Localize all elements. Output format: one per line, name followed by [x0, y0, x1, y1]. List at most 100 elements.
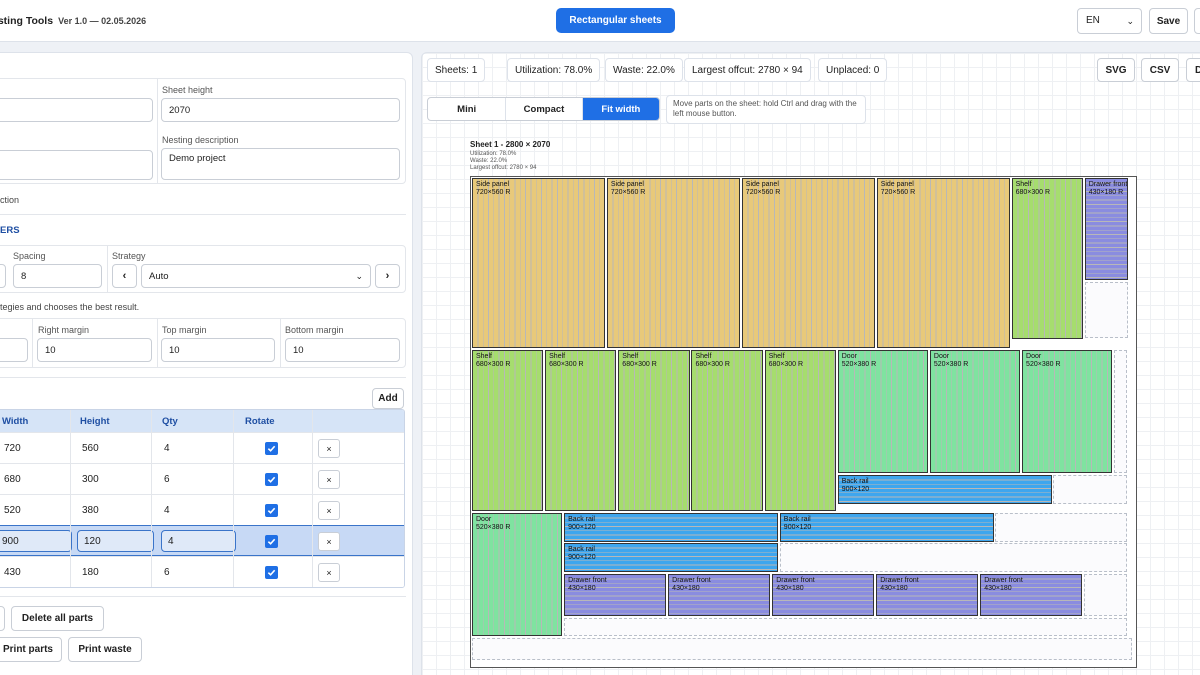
sheet-height-field[interactable]: 2070	[161, 98, 400, 122]
nested-part-drawer-front[interactable]: Drawer front 430×180	[772, 573, 875, 617]
nested-part-drawer-front[interactable]: Drawer front 430×180 R	[1084, 178, 1128, 280]
nested-part-drawer-front[interactable]: Drawer front 430×180	[564, 573, 667, 617]
nested-part-side-panel[interactable]: Side panel 720×560 R	[741, 178, 875, 349]
cell-qty[interactable]: 4	[164, 505, 170, 516]
export-csv-button[interactable]: CSV	[1141, 58, 1179, 82]
part-label: Shelf 680×300 R	[1016, 181, 1050, 197]
top-margin-field[interactable]: 10	[161, 338, 275, 362]
nested-part-door[interactable]: Door 520×380 R	[472, 513, 563, 637]
rotate-checkbox[interactable]	[265, 566, 278, 579]
part-name: Shelf	[476, 353, 492, 361]
part-name: Drawer front	[880, 576, 919, 584]
cell-height[interactable]: 560	[82, 443, 99, 454]
rotate-checkbox[interactable]	[265, 442, 278, 455]
nested-part-drawer-front[interactable]: Drawer front 430×180	[876, 573, 979, 617]
right-margin-field[interactable]: 10	[37, 338, 152, 362]
direction-label: ction	[0, 195, 20, 205]
remove-row-button[interactable]: ×	[318, 532, 340, 551]
cell-qty[interactable]: 6	[164, 567, 170, 578]
remove-row-button[interactable]: ×	[318, 563, 340, 582]
cell-width[interactable]: 720	[4, 443, 21, 454]
table-row[interactable]: 520 380 4 ×	[0, 494, 404, 525]
part-size: 430×180	[672, 584, 700, 592]
nested-part-back-rail[interactable]: Back rail 900×120	[779, 513, 994, 542]
table-row[interactable]: 680 300 6 ×	[0, 463, 404, 494]
chevron-left-icon[interactable]: ‹	[112, 264, 137, 288]
nested-part-shelf[interactable]: Shelf 680×300 R	[545, 350, 617, 512]
nested-part-shelf[interactable]: Shelf 680×300 R	[764, 350, 836, 512]
part-name: Side panel	[880, 181, 914, 188]
part-name: Shelf	[768, 353, 785, 361]
view-fit-width[interactable]: Fit width	[582, 98, 659, 120]
nested-part-shelf[interactable]: Shelf 680×300 R	[472, 350, 544, 512]
nested-part-drawer-front[interactable]: Drawer front 430×180	[980, 573, 1083, 617]
chevron-right-icon[interactable]: ›	[375, 264, 400, 288]
export-svg-button[interactable]: SVG	[1097, 58, 1135, 82]
cell-qty[interactable]: 4	[164, 443, 170, 454]
cell-width[interactable]: 430	[4, 567, 21, 578]
more-button[interactable]	[1194, 8, 1200, 34]
spacing-field[interactable]: 8	[13, 264, 102, 288]
nesting-sheet[interactable]: Side panel 720×560 R Side panel 720×560 R Si…	[470, 176, 1137, 668]
name-field[interactable]	[0, 150, 153, 180]
sheet-width-field[interactable]	[0, 98, 153, 122]
nested-part-side-panel[interactable]: Side panel 720×560 R	[472, 178, 605, 349]
nested-part-back-rail[interactable]: Back rail 900×120	[837, 475, 1052, 504]
width-input[interactable]: 900	[0, 530, 72, 552]
language-select[interactable]: EN ⌄	[1077, 8, 1142, 34]
view-compact[interactable]: Compact	[506, 98, 583, 120]
param-field[interactable]	[0, 264, 6, 288]
left-margin-field[interactable]	[0, 338, 28, 362]
delete-all-parts-button[interactable]: Delete all parts	[11, 606, 104, 631]
chevron-down-icon: ⌄	[1126, 16, 1134, 26]
view-mini[interactable]: Mini	[428, 98, 507, 120]
save-button[interactable]: Save	[1149, 8, 1188, 34]
nested-part-door[interactable]: Door 520×380 R	[837, 350, 928, 474]
remove-row-button[interactable]: ×	[318, 501, 340, 520]
nested-part-drawer-front[interactable]: Drawer front 430×180	[668, 573, 771, 617]
remove-row-button[interactable]: ×	[318, 470, 340, 489]
rectangular-sheets-button[interactable]: Rectangular sheets	[556, 8, 675, 33]
strategy-hint: tegies and chooses the best result.	[0, 302, 140, 312]
nested-part-door[interactable]: Door 520×380 R	[1022, 350, 1113, 474]
check-icon	[267, 476, 276, 483]
nested-part-side-panel[interactable]: Side panel 720×560 R	[606, 178, 740, 349]
strategy-select[interactable]: Auto ⌄	[141, 264, 371, 288]
action-button[interactable]	[0, 606, 5, 631]
remove-row-button[interactable]: ×	[318, 439, 340, 458]
nested-part-door[interactable]: Door 520×380 R	[929, 350, 1021, 474]
cell-height[interactable]: 380	[82, 505, 99, 516]
part-label: Side panel 720×560 R	[881, 181, 915, 197]
height-input[interactable]: 120	[77, 530, 154, 552]
cell-qty[interactable]: 6	[164, 474, 170, 485]
nested-part-back-rail[interactable]: Back rail 900×120	[564, 543, 778, 572]
nested-part-shelf[interactable]: Shelf 680×300 R	[691, 350, 763, 512]
print-parts-button[interactable]: Print parts	[0, 637, 62, 662]
rotate-checkbox[interactable]	[265, 504, 278, 517]
cell-width[interactable]: 680	[4, 474, 21, 485]
cell-height[interactable]: 180	[82, 567, 99, 578]
nested-part-shelf[interactable]: Shelf 680×300 R	[618, 350, 690, 512]
nested-part-shelf[interactable]: Shelf 680×300 R	[1011, 178, 1083, 339]
check-icon	[267, 507, 276, 514]
rotate-checkbox[interactable]	[265, 535, 278, 548]
cell-height[interactable]: 300	[82, 474, 99, 485]
table-row[interactable]: 430 180 6 ×	[0, 556, 404, 587]
part-label: Back rail 900×120	[568, 546, 595, 562]
table-row-selected[interactable]: 900 120 4 ×	[0, 525, 404, 556]
add-part-button[interactable]: Add	[372, 388, 404, 409]
rotate-checkbox[interactable]	[265, 473, 278, 486]
cell-width[interactable]: 520	[4, 505, 21, 516]
column-rotate: Rotate	[245, 416, 275, 427]
nested-part-side-panel[interactable]: Side panel 720×560 R	[876, 178, 1010, 349]
bottom-margin-field[interactable]: 10	[285, 338, 400, 362]
qty-input[interactable]: 4	[161, 530, 236, 552]
part-label: Shelf 680×300 R	[476, 353, 510, 369]
print-waste-button[interactable]: Print waste	[68, 637, 142, 662]
table-row[interactable]: 720 560 4 ×	[0, 432, 404, 463]
export-more-button[interactable]: D	[1186, 58, 1200, 82]
sheet-largest-offcut: Largest offcut: 2780 × 94	[470, 165, 537, 171]
nested-part-back-rail[interactable]: Back rail 900×120	[564, 513, 778, 542]
part-name: Shelf	[622, 353, 639, 361]
description-field[interactable]: Demo project	[161, 148, 400, 180]
